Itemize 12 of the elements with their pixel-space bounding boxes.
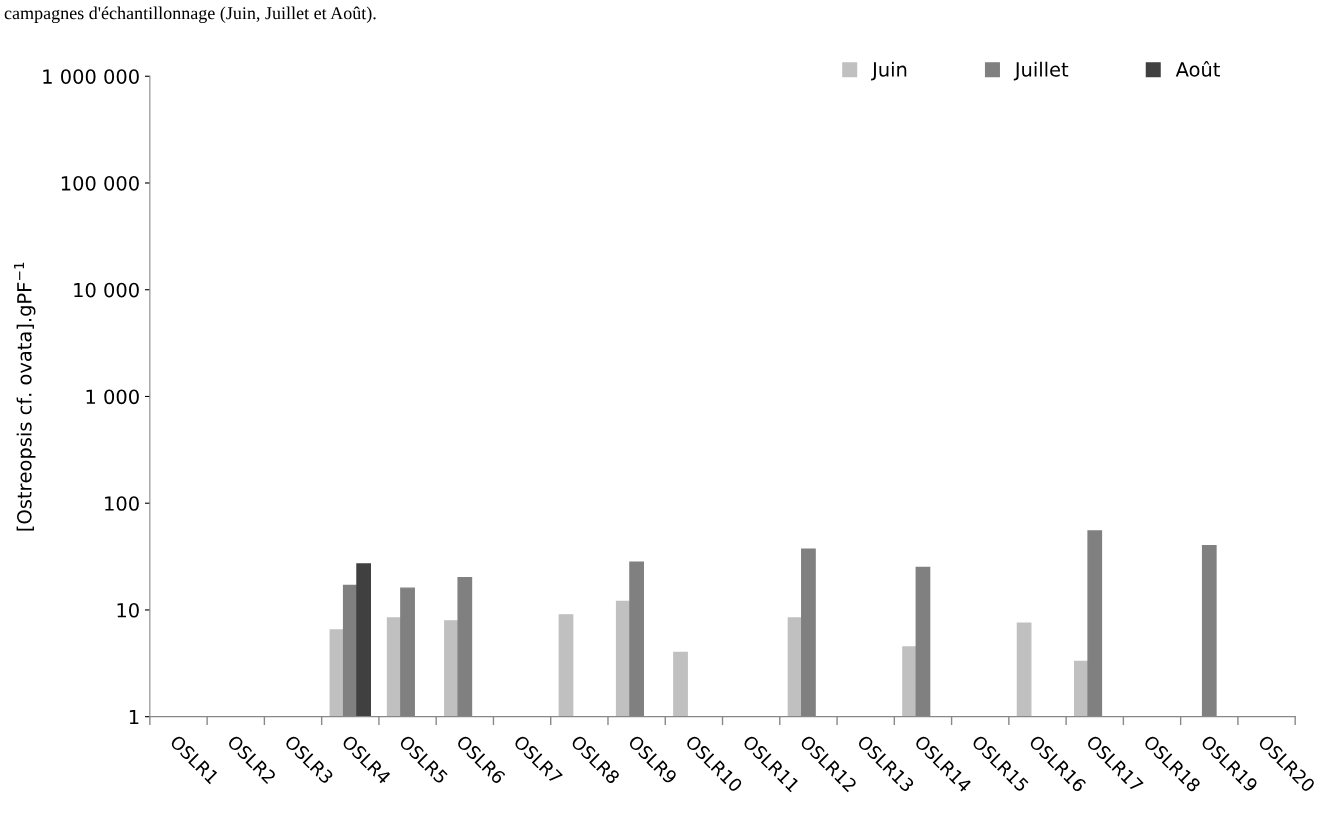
y-tick-label: 100 (105, 496, 139, 511)
y-tick-label: 1 000 000 (43, 69, 139, 84)
y-tick-label: 10 000 (74, 282, 139, 298)
legend-label: Août (1175, 60, 1220, 77)
y-tick-label: 1 000 (86, 389, 139, 405)
y-tick-label: 10 (117, 602, 139, 618)
y-tick-label: 100 000 (61, 175, 139, 191)
y-axis-title: [Ostreopsis cf. ovata].gPF$^{−1}$ (14, 262, 36, 531)
legend-label: Juin (871, 61, 907, 81)
y-tick-label: 1 (129, 709, 139, 725)
legend-label: Juillet (1013, 61, 1069, 81)
text: campagnes d'échantillonnage (Juin, Juillet et Août). (4, 6, 376, 24)
